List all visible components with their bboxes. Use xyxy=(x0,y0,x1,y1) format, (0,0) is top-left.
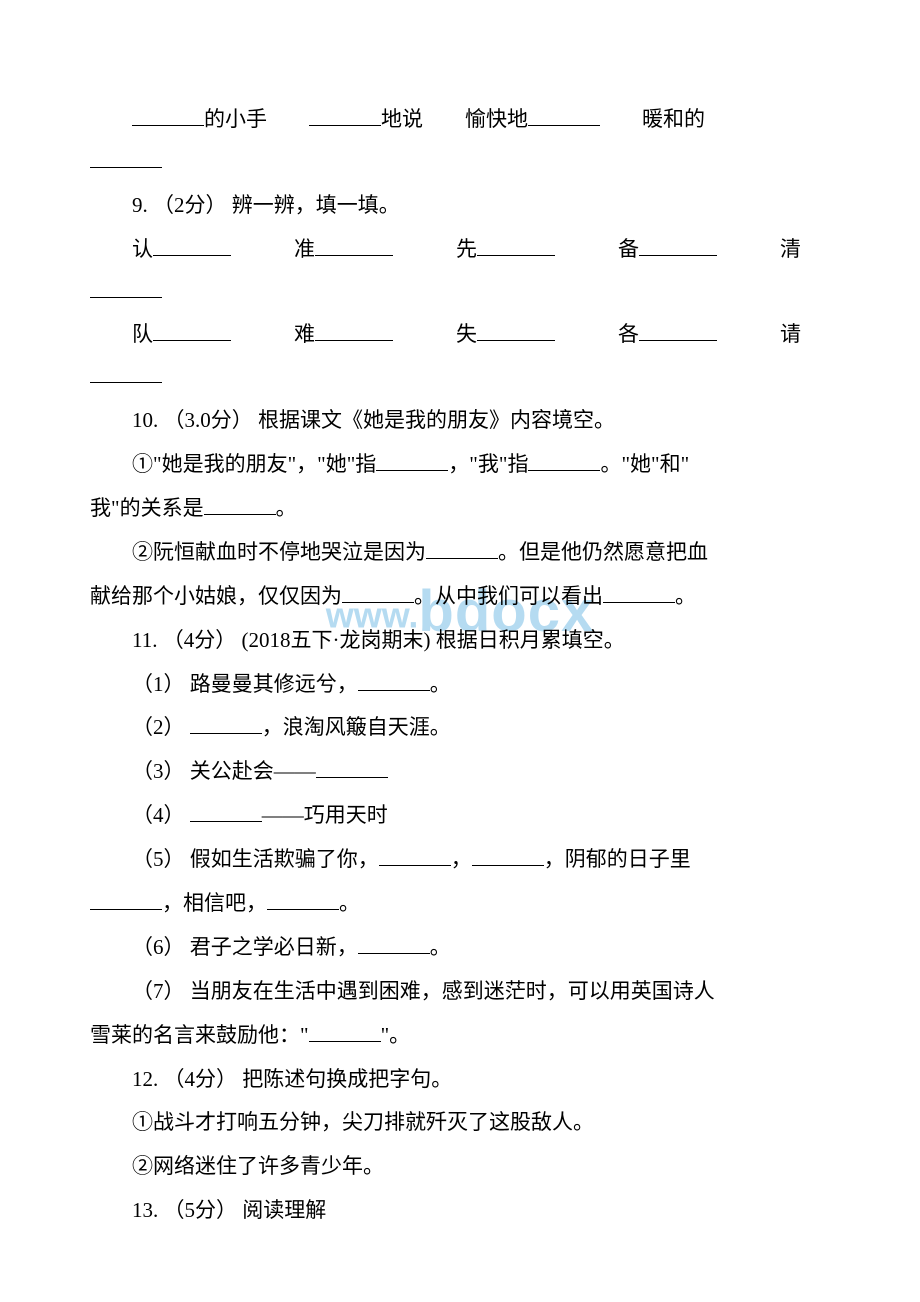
blank xyxy=(90,885,162,910)
blank xyxy=(190,709,262,734)
blank xyxy=(316,753,388,778)
q11-i6: （6） 君子之学必日新， 。 xyxy=(90,928,830,968)
text: ——巧用天时 xyxy=(262,803,388,827)
char: 难 xyxy=(294,322,315,346)
text: （2） xyxy=(132,715,190,739)
q11-i5: （5） 假如生活欺骗了你， ， ，阴郁的日子里 xyxy=(90,840,830,880)
blank xyxy=(528,446,600,471)
blank xyxy=(376,446,448,471)
blank xyxy=(132,101,204,126)
blank xyxy=(309,101,381,126)
text: 。 xyxy=(430,672,451,696)
q11-i2: （2） ，浪淘风簸自天涯。 xyxy=(90,708,830,748)
text: 。 xyxy=(276,496,297,520)
char: 请 xyxy=(780,322,801,346)
text: 我"的关系是 xyxy=(90,496,204,520)
char: 失 xyxy=(456,322,477,346)
blank xyxy=(190,797,262,822)
char: 各 xyxy=(618,322,639,346)
text: 。"她"和" xyxy=(600,452,689,476)
q11-i3: （3） 关公赴会—— xyxy=(90,752,830,792)
char: 认 xyxy=(132,237,153,261)
blank xyxy=(204,490,276,515)
q10-p1-cont: 我"的关系是 。 xyxy=(90,489,830,529)
blank xyxy=(90,143,162,168)
blank xyxy=(472,841,544,866)
char: 备 xyxy=(618,237,639,261)
blank xyxy=(426,534,498,559)
text: 。但是他仍然愿意把血 xyxy=(498,540,708,564)
char: 先 xyxy=(456,237,477,261)
text: （4） xyxy=(132,803,190,827)
blank xyxy=(358,929,430,954)
blank xyxy=(639,316,717,341)
text: ②阮恒献血时不停地哭泣是因为 xyxy=(132,540,426,564)
text: 愉快地 xyxy=(465,107,528,131)
q12-s2: ②网络迷住了许多青少年。 xyxy=(90,1147,830,1187)
q10-p2-cont: 献给那个小姑娘，仅仅因为 。从中我们可以看出 。 xyxy=(90,577,830,617)
q9-header: 9. （2分） 辨一辨，填一填。 xyxy=(90,186,830,226)
text: ，相信吧， xyxy=(162,891,267,915)
q11-i1: （1） 路曼曼其修远兮， 。 xyxy=(90,665,830,705)
blank xyxy=(315,316,393,341)
text: （3） 关公赴会—— xyxy=(132,759,316,783)
q11-header: 11. （4分） (2018五下·龙岗期末) 根据日积月累填空。 xyxy=(90,621,830,661)
blank xyxy=(639,230,717,255)
blank xyxy=(342,578,414,603)
text: 暖和的 xyxy=(642,107,705,131)
blank xyxy=(477,230,555,255)
q8-continuation: 的小手 地说 愉快地 暖和的 xyxy=(90,100,830,182)
blank xyxy=(309,1017,381,1042)
char: 准 xyxy=(294,237,315,261)
blank xyxy=(315,230,393,255)
q11-i7-cont: 雪莱的名言来鼓励他：" "。 xyxy=(90,1016,830,1056)
q9-row2: 队 难 失 各 请 xyxy=(90,315,830,397)
blank xyxy=(90,358,162,383)
blank xyxy=(358,665,430,690)
blank xyxy=(153,316,231,341)
text: "。 xyxy=(381,1023,411,1047)
q11-i4: （4） ——巧用天时 xyxy=(90,796,830,836)
blank xyxy=(528,101,600,126)
text: （5） 假如生活欺骗了你， xyxy=(132,847,379,871)
q11-i7: （7） 当朋友在生活中遇到困难，感到迷茫时，可以用英国诗人 xyxy=(90,972,830,1012)
text: 。从中我们可以看出 xyxy=(414,584,603,608)
q12-header: 12. （4分） 把陈述句换成把字句。 xyxy=(90,1060,830,1100)
char: 清 xyxy=(780,237,801,261)
blank xyxy=(379,841,451,866)
q10-p1: ①"她是我的朋友"，"她"指 ，"我"指 。"她"和" xyxy=(90,445,830,485)
q13-header: 13. （5分） 阅读理解 xyxy=(90,1191,830,1231)
text: ，浪淘风簸自天涯。 xyxy=(262,715,451,739)
text: 的小手 xyxy=(204,107,267,131)
blank xyxy=(90,272,162,297)
q10-p2: ②阮恒献血时不停地哭泣是因为 。但是他仍然愿意把血 xyxy=(90,533,830,573)
blank xyxy=(477,316,555,341)
q9-row1: 认 准 先 备 清 xyxy=(90,230,830,312)
blank xyxy=(153,230,231,255)
text: ， xyxy=(451,847,472,871)
blank xyxy=(267,885,339,910)
q10-header: 10. （3.0分） 根据课文《她是我的朋友》内容境空。 xyxy=(90,401,830,441)
char: 队 xyxy=(132,322,153,346)
text: 地说 xyxy=(381,107,423,131)
document-body: 的小手 地说 愉快地 暖和的 9. （2分） 辨一辨，填一填。 认 准 先 备 … xyxy=(90,100,830,1231)
text: ，"我"指 xyxy=(448,452,528,476)
text: （1） 路曼曼其修远兮， xyxy=(132,672,358,696)
q12-s1: ①战斗才打响五分钟，尖刀排就歼灭了这股敌人。 xyxy=(90,1103,830,1143)
text: 。 xyxy=(430,935,451,959)
q11-i5-cont: ，相信吧， 。 xyxy=(90,884,830,924)
text: 雪莱的名言来鼓励他：" xyxy=(90,1023,309,1047)
blank xyxy=(603,578,675,603)
text: ①"她是我的朋友"，"她"指 xyxy=(132,452,376,476)
text: （6） 君子之学必日新， xyxy=(132,935,358,959)
text: ，阴郁的日子里 xyxy=(544,847,691,871)
text: 献给那个小姑娘，仅仅因为 xyxy=(90,584,342,608)
text: 。 xyxy=(675,584,696,608)
text: 。 xyxy=(339,891,360,915)
text: （7） 当朋友在生活中遇到困难，感到迷茫时，可以用英国诗人 xyxy=(132,979,715,1003)
